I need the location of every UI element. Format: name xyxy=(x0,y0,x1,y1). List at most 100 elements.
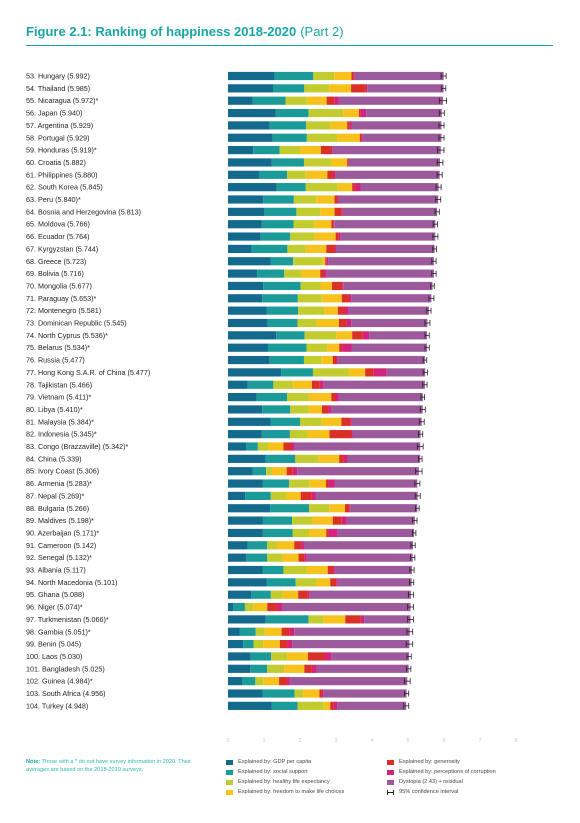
bar-segment xyxy=(351,84,366,93)
bar-segment xyxy=(253,640,264,649)
bar-segment xyxy=(267,318,298,328)
bar-segment xyxy=(228,615,266,624)
bar-segment xyxy=(338,318,347,328)
bar-segment xyxy=(337,133,360,142)
bar-segment xyxy=(351,294,432,303)
bar-segment xyxy=(265,454,296,463)
bar-segment xyxy=(228,664,251,673)
bar-segment xyxy=(297,294,322,303)
bar-segment xyxy=(273,84,305,93)
bar-segment xyxy=(305,244,327,253)
bar-segment xyxy=(228,220,262,229)
bar-segment xyxy=(338,195,439,204)
bar-segment xyxy=(290,405,309,414)
bar-segment xyxy=(246,553,268,562)
bar-segment xyxy=(228,677,243,686)
bar-segment xyxy=(228,504,271,513)
bar-segment xyxy=(301,541,304,550)
bar-segment xyxy=(309,528,327,538)
bar-segment xyxy=(262,528,293,538)
bar-segment xyxy=(228,281,264,291)
bar-segment xyxy=(261,220,294,229)
bar-segment xyxy=(298,553,305,562)
bar-segment xyxy=(330,405,423,414)
bar-segment xyxy=(324,269,327,278)
country-label: 65. Moldova (5.766) xyxy=(26,220,90,229)
ci-whisker xyxy=(431,258,437,265)
ci-whisker xyxy=(435,196,442,203)
bar-segment xyxy=(263,677,280,686)
bar-segment xyxy=(326,244,335,253)
ci-whisker xyxy=(416,443,424,450)
bar-segment xyxy=(369,331,428,340)
bar-segment xyxy=(247,541,268,550)
bar-segment xyxy=(328,405,331,414)
ci-whisker xyxy=(434,208,440,215)
x-tick-label: 3 xyxy=(334,738,337,744)
ci-whisker xyxy=(406,628,414,635)
bar-segment xyxy=(320,269,325,278)
bar-segment xyxy=(300,417,322,426)
bar-segment xyxy=(256,393,288,402)
bar-segment xyxy=(307,430,330,439)
x-tick-label: 6 xyxy=(442,738,445,744)
chart-note: Note: Those with a * do not have survey … xyxy=(26,758,201,774)
country-label: 89. Maldives (5.198)* xyxy=(26,516,94,525)
country-label: 94. North Macedonia (5.101) xyxy=(26,578,118,587)
bar-segment xyxy=(257,442,268,451)
bar-segment xyxy=(332,281,343,291)
country-label: 79. Vietnam (5.411)* xyxy=(26,393,91,402)
bar-segment xyxy=(350,504,418,513)
ci-whisker xyxy=(422,381,428,388)
bar-segment xyxy=(337,195,339,204)
country-labels: 53. Hungary (5.992) 54. Thailand (5.985) 5… xyxy=(26,72,150,711)
country-label: 100. Laos (5.030) xyxy=(26,652,82,661)
bar-segment xyxy=(329,430,352,439)
bar-segment xyxy=(228,170,259,179)
bar-segment xyxy=(298,590,308,599)
bar-segment xyxy=(228,294,263,303)
bar-segment xyxy=(271,701,298,710)
country-label: 61. Philippines (5.880) xyxy=(26,170,98,179)
bar-segment xyxy=(289,479,310,488)
bar-segment xyxy=(252,467,267,476)
bar-segment xyxy=(324,652,332,661)
bar-segment xyxy=(330,578,337,587)
x-tick-label: 0 xyxy=(226,738,229,744)
ci-whisker xyxy=(428,295,435,302)
country-label: 59. Honduras (5.919)* xyxy=(26,146,97,155)
legend-label-generosity: Explained by: generosity xyxy=(399,759,460,765)
bar-segment xyxy=(290,232,315,241)
bar-segment xyxy=(334,71,352,81)
bar-segment xyxy=(228,306,267,315)
bar-segment xyxy=(314,220,332,229)
country-label: 62. South Korea (5.845) xyxy=(26,183,103,192)
bar-segment xyxy=(228,701,272,710)
bar-segment xyxy=(351,318,428,328)
ci-whisker xyxy=(407,616,414,623)
bar-segment xyxy=(305,183,338,192)
ci-whisker xyxy=(430,282,435,289)
bar-segment xyxy=(352,183,356,192)
ci-whisker xyxy=(410,542,416,549)
bar-segment xyxy=(262,516,293,525)
bar-segment xyxy=(297,467,419,476)
country-label: 99. Benin (5.045) xyxy=(26,640,81,649)
bar-segment xyxy=(228,479,263,488)
legend-swatch-health xyxy=(226,779,233,785)
bar-segment xyxy=(339,454,344,463)
country-label: 88. Bulgaria (5.266) xyxy=(26,504,89,513)
country-label: 73. Dominican Republic (5.545) xyxy=(26,319,127,328)
bar-segment xyxy=(264,207,297,216)
bar-segment xyxy=(304,84,330,93)
bar-segment xyxy=(303,158,331,167)
country-label: 53. Hungary (5.992) xyxy=(26,72,90,81)
legend-swatch-ci xyxy=(387,789,394,795)
bar-segment xyxy=(336,578,338,587)
bar-segment xyxy=(300,281,321,291)
bar-segment xyxy=(362,331,370,340)
ci-whisker xyxy=(435,184,442,191)
ci-whisker xyxy=(414,492,421,499)
bar-segment xyxy=(373,368,387,377)
bar-segment xyxy=(228,541,248,550)
